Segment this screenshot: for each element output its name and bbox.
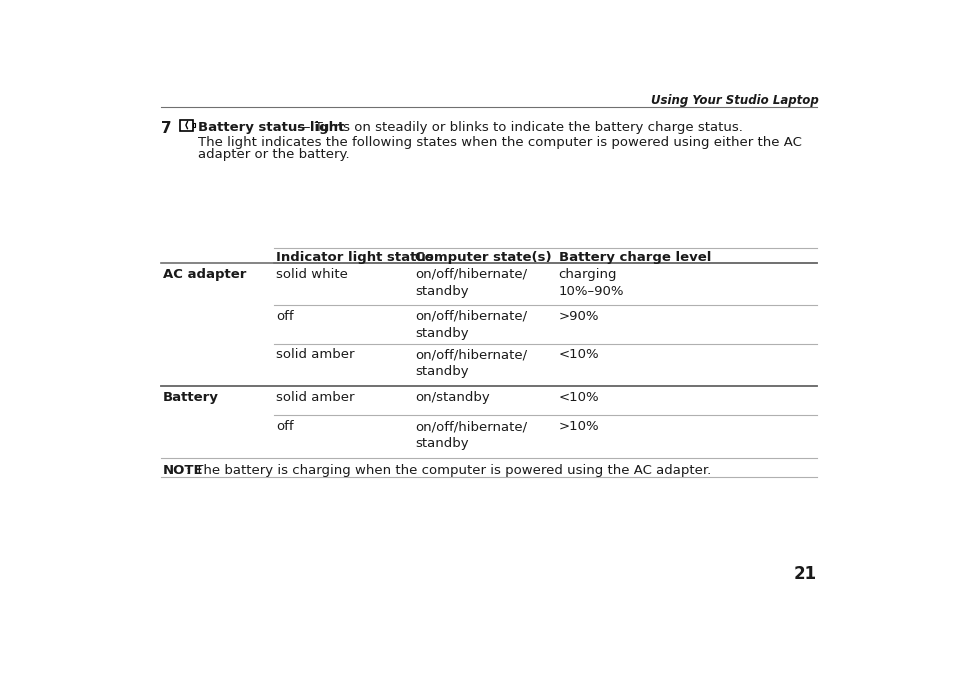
Text: 21: 21	[793, 565, 816, 584]
Text: off: off	[275, 420, 294, 433]
Text: <10%: <10%	[558, 391, 598, 403]
Text: on/off/hibernate/
standby: on/off/hibernate/ standby	[415, 310, 527, 340]
Text: >90%: >90%	[558, 310, 598, 323]
Text: off: off	[275, 310, 294, 323]
Text: The light indicates the following states when the computer is powered using eith: The light indicates the following states…	[198, 136, 801, 149]
Text: — Turns on steadily or blinks to indicate the battery charge status.: — Turns on steadily or blinks to indicat…	[293, 121, 742, 133]
Text: Battery status light: Battery status light	[198, 121, 344, 133]
Bar	[193, 123, 194, 127]
Text: >10%: >10%	[558, 420, 598, 433]
Text: The battery is charging when the computer is powered using the AC adapter.: The battery is charging when the compute…	[191, 464, 710, 477]
Text: :: :	[186, 464, 190, 477]
Text: on/standby: on/standby	[415, 391, 490, 403]
Text: NOTE: NOTE	[162, 464, 203, 477]
Text: charging
10%–90%: charging 10%–90%	[558, 267, 623, 298]
Text: Battery: Battery	[162, 391, 218, 403]
Text: adapter or the battery.: adapter or the battery.	[198, 148, 350, 161]
Text: Computer state(s): Computer state(s)	[415, 251, 552, 265]
Text: 7: 7	[161, 121, 172, 136]
Text: AC adapter: AC adapter	[162, 267, 246, 280]
Bar	[179, 120, 193, 131]
Text: solid amber: solid amber	[275, 349, 354, 362]
Text: solid white: solid white	[275, 267, 347, 280]
Text: Using Your Studio Laptop: Using Your Studio Laptop	[650, 94, 818, 108]
Text: Battery charge level: Battery charge level	[558, 251, 710, 265]
Text: <10%: <10%	[558, 349, 598, 362]
Text: on/off/hibernate/
standby: on/off/hibernate/ standby	[415, 420, 527, 450]
Text: solid amber: solid amber	[275, 391, 354, 403]
Text: Indicator light status: Indicator light status	[275, 251, 433, 265]
Text: on/off/hibernate/
standby: on/off/hibernate/ standby	[415, 267, 527, 298]
Text: on/off/hibernate/
standby: on/off/hibernate/ standby	[415, 349, 527, 378]
